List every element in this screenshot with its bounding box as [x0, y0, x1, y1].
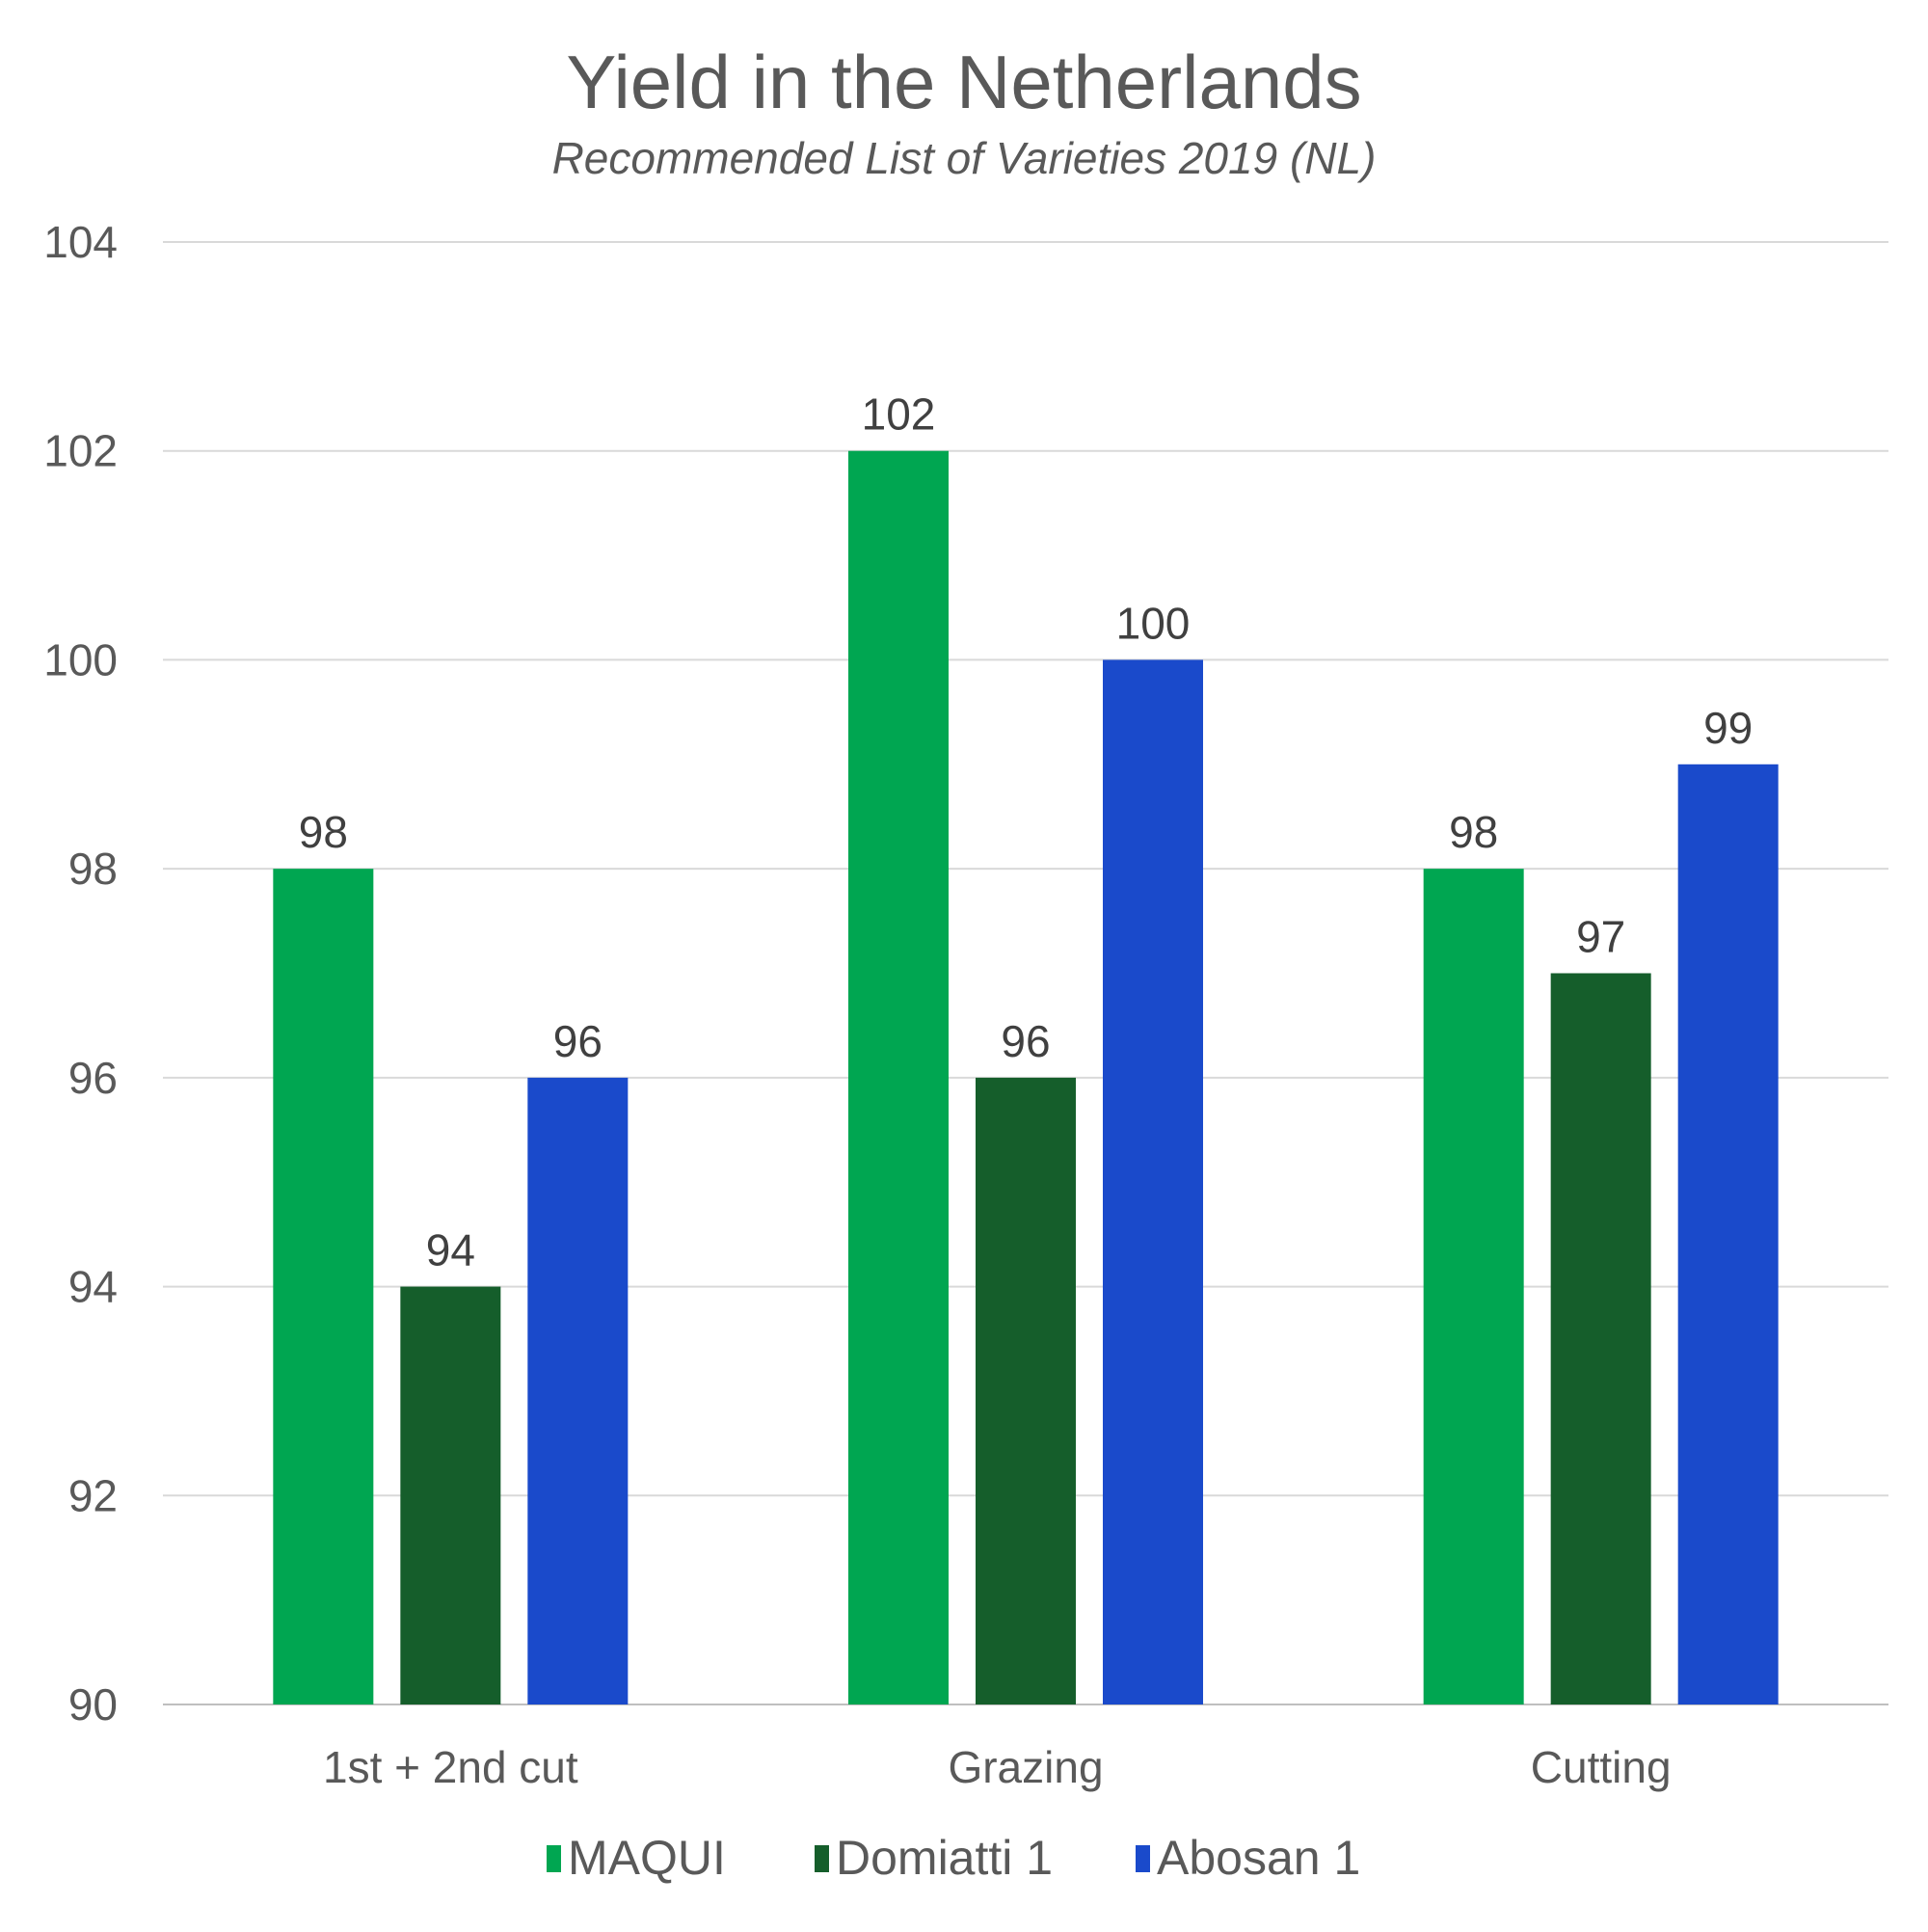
data-label: 100 — [1116, 598, 1191, 648]
x-tick-label: Cutting — [1531, 1742, 1672, 1792]
y-tick-label: 94 — [68, 1262, 118, 1312]
x-tick-label: Grazing — [948, 1742, 1103, 1792]
legend: MAQUI Domiatti 1 Abosan 1 — [547, 1831, 1360, 1885]
y-tick-label: 104 — [43, 217, 118, 267]
bar — [527, 1077, 629, 1704]
chart-title: Yield in the Netherlands — [566, 40, 1361, 124]
data-labels: 98 94 96 102 96 100 98 97 99 — [299, 389, 1754, 1275]
data-label: 98 — [299, 807, 348, 857]
legend-label: Abosan 1 — [1157, 1831, 1360, 1885]
x-axis-ticks: 1st + 2nd cut Grazing Cutting — [323, 1742, 1672, 1792]
legend-swatch — [1136, 1845, 1150, 1872]
y-tick-label: 102 — [43, 426, 118, 476]
data-label: 96 — [553, 1016, 602, 1066]
bar — [1677, 764, 1779, 1704]
bar — [1423, 869, 1524, 1704]
bar — [1103, 659, 1203, 1704]
data-label: 96 — [1001, 1016, 1050, 1066]
bar — [848, 450, 949, 1704]
y-tick-label: 100 — [43, 634, 118, 684]
data-label: 99 — [1703, 703, 1753, 753]
legend-swatch — [547, 1845, 561, 1872]
y-tick-label: 90 — [68, 1679, 118, 1730]
y-axis-ticks: 90 92 94 96 98 100 102 104 — [43, 217, 118, 1730]
bar — [273, 869, 374, 1704]
y-tick-label: 92 — [68, 1470, 118, 1520]
data-label: 102 — [862, 389, 936, 440]
chart-subtitle: Recommended List of Varieties 2019 (NL) — [552, 133, 1377, 183]
data-label: 97 — [1576, 912, 1625, 962]
bars — [273, 450, 1779, 1704]
legend-label: MAQUI — [568, 1831, 726, 1885]
legend-label: Domiatti 1 — [836, 1831, 1053, 1885]
legend-swatch — [815, 1845, 829, 1872]
y-tick-label: 96 — [68, 1053, 118, 1103]
bar — [400, 1286, 501, 1704]
bar — [976, 1077, 1076, 1704]
data-label: 98 — [1449, 807, 1498, 857]
y-tick-label: 98 — [68, 844, 118, 894]
x-tick-label: 1st + 2nd cut — [323, 1742, 578, 1792]
data-label: 94 — [426, 1225, 475, 1275]
bar — [1550, 973, 1651, 1704]
